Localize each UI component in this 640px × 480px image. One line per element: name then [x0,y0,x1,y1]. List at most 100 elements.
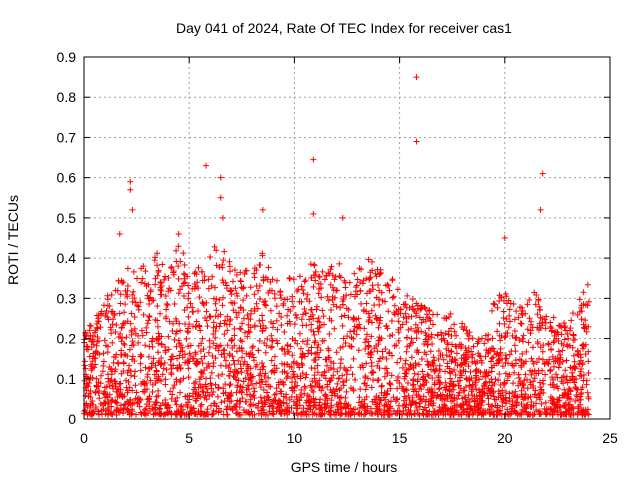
data-point [100,350,107,357]
data-point [83,343,90,350]
data-point [419,368,426,375]
data-point [478,393,485,400]
data-point [106,383,113,390]
data-point [343,371,350,378]
data-point [423,411,430,418]
data-point [347,411,354,418]
data-point [231,266,238,273]
data-point [408,354,415,361]
data-point [297,345,304,352]
data-point [274,340,281,347]
data-point [251,411,258,418]
data-point [536,396,543,403]
data-point [213,342,220,349]
data-point [244,382,251,389]
data-point [238,284,245,291]
data-point [237,304,244,311]
data-point [134,396,141,403]
data-point [274,326,281,333]
data-point [145,295,152,302]
data-point [539,348,546,355]
data-point [379,348,386,355]
data-point [537,325,544,332]
data-point [212,345,219,352]
axis-ticks: 0 0.1 0.2 0.3 0.4 0.5 0.6 0.7 0.8 0.9 0 5 10 15 20 25 [57,49,618,446]
data-point [104,296,111,303]
data-point [388,372,395,379]
data-point [199,360,206,367]
data-point [574,386,581,393]
data-point [179,347,186,354]
data-point [562,411,569,418]
data-point [87,404,94,411]
data-point [185,295,192,302]
data-point [378,383,385,390]
data-point [324,362,331,369]
data-point [578,308,585,315]
data-point [150,297,157,304]
data-point [298,316,305,323]
data-point [319,385,326,392]
data-point [192,397,199,404]
data-point [565,391,572,398]
data-point [575,403,582,410]
data-point [382,282,389,289]
data-point [568,405,575,412]
data-point [205,276,212,283]
data-point [197,368,204,375]
data-point [491,301,498,308]
data-point [511,316,518,323]
data-point [378,335,385,342]
data-point [444,339,451,346]
data-point [553,335,560,342]
data-point [339,214,346,221]
data-point [446,353,453,360]
data-point [358,411,365,418]
data-point [442,396,449,403]
data-point [413,335,420,342]
data-point [124,369,131,376]
data-point [462,368,469,375]
data-point [386,287,393,294]
data-point [108,396,115,403]
data-point [112,399,119,406]
data-point [210,319,217,326]
data-point [130,342,137,349]
data-point [355,347,362,354]
data-point [512,335,519,342]
data-point [117,380,124,387]
data-point [397,355,404,362]
data-point [526,297,533,304]
data-point [377,355,384,362]
data-point [386,349,393,356]
data-point [348,334,355,341]
data-point [579,407,586,414]
data-point [527,367,534,374]
x-axis-label: GPS time / hours [291,459,398,475]
data-point [499,398,506,405]
data-point [240,297,247,304]
data-point [104,349,111,356]
data-point [367,354,374,361]
data-point [289,336,296,343]
data-point [296,364,303,371]
data-point [131,295,138,302]
data-point [315,314,322,321]
data-point [463,356,470,363]
data-point [535,367,542,374]
data-point [187,408,194,415]
data-point [284,348,291,355]
data-point [333,287,340,294]
data-point [177,327,184,334]
data-point [278,402,285,409]
data-point [222,279,229,286]
data-point [326,354,333,361]
data-point [395,402,402,409]
data-point [449,357,456,364]
data-point [107,324,114,331]
data-point [403,304,410,311]
data-point [482,379,489,386]
data-point [460,400,467,407]
data-point [247,396,254,403]
data-point [520,360,527,367]
